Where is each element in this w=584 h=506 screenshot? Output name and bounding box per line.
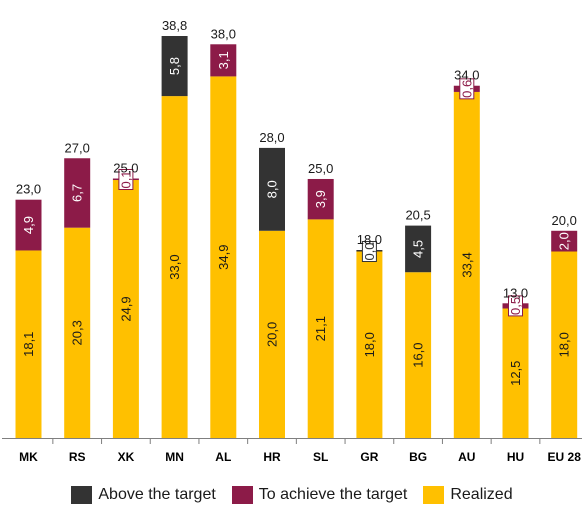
- bar-segment-realized: [210, 76, 237, 438]
- segment-value-label: 18,1: [21, 332, 36, 357]
- category-label: HR: [263, 450, 281, 464]
- segment-label-box: [118, 168, 134, 190]
- segment-value-label: 24,9: [118, 296, 133, 321]
- segment-label-box: [459, 78, 475, 100]
- bar-segment-realized: [502, 308, 529, 438]
- segment-value-label: 20,3: [70, 320, 85, 345]
- category-label: AL: [215, 450, 231, 464]
- bar-segment-realized: [112, 180, 139, 439]
- bar-total-label: 25,0: [308, 161, 333, 176]
- segment-value-label: 18,0: [362, 332, 377, 357]
- segment-value-label: 0,1: [118, 170, 133, 188]
- bar-segment-realized: [405, 272, 432, 438]
- legend-label-above: Above the target: [98, 486, 216, 503]
- segment-value-label: 0,0: [362, 242, 377, 260]
- segment-label-box: [508, 295, 523, 317]
- bar-total-label: 20,0: [552, 213, 577, 228]
- category-label: SL: [313, 450, 328, 464]
- bar-segment-realized: [161, 96, 188, 439]
- bar-total-label: 38,0: [211, 26, 236, 41]
- segment-value-label: 3,1: [216, 51, 231, 69]
- segment-value-label: 4,9: [21, 216, 36, 234]
- segment-value-label: 20,0: [265, 322, 280, 347]
- segment-value-label: 8,0: [265, 180, 280, 198]
- segment-value-label: 16,0: [411, 342, 426, 367]
- category-label: MN: [165, 450, 184, 464]
- bar-segment-achieve: [551, 230, 578, 252]
- bar-total-label: 27,0: [65, 140, 90, 155]
- bar-segment-above: [259, 147, 285, 231]
- legend-item-above: Above the target: [71, 486, 216, 504]
- bar-segment-achieve: [210, 44, 237, 77]
- bar-segment-realized: [453, 91, 480, 438]
- segment-value-label: 6,7: [70, 184, 85, 202]
- bar-total-label: 13,0: [503, 285, 528, 300]
- bar-segment-realized: [307, 219, 334, 438]
- category-label: EU 28: [548, 450, 582, 464]
- bar-segment-realized: [259, 230, 285, 438]
- bar-total-label: 23,0: [16, 182, 41, 197]
- legend-swatch-above: [71, 486, 93, 504]
- segment-value-label: 33,0: [167, 254, 182, 279]
- stacked-bar-chart: 18,14,923,020,36,727,024,90,125,033,05,8…: [2, 18, 582, 464]
- category-label: XK: [118, 450, 135, 464]
- bar-total-label: 34,0: [454, 68, 479, 83]
- bar-total-label: 20,5: [405, 208, 430, 223]
- bar-total-label: 25,0: [113, 161, 138, 176]
- bar-segment-achieve: [15, 199, 42, 251]
- segment-value-label: 4,5: [411, 240, 426, 258]
- bar-total-label: 18,0: [357, 232, 382, 247]
- bar-segment-realized: [551, 251, 578, 438]
- segment-value-label: 33,4: [459, 252, 474, 277]
- segment-value-label: 18,0: [557, 332, 572, 357]
- legend-item-achieve: To achieve the target: [231, 486, 408, 504]
- legend-swatch-realized: [423, 486, 445, 504]
- legend-label-realized: Realized: [450, 486, 513, 503]
- bar-total-label: 28,0: [259, 130, 284, 145]
- category-label: HU: [507, 450, 524, 464]
- segment-value-label: 12,5: [508, 361, 523, 386]
- bar-segment-above: [405, 225, 432, 273]
- segment-value-label: 0,5: [508, 297, 523, 315]
- legend-swatch-achieve: [231, 486, 253, 504]
- segment-label-box: [361, 241, 377, 263]
- bar-segment-achieve: [307, 178, 334, 220]
- chart-legend: Above the target To achieve the target R…: [0, 484, 584, 506]
- bar-segment-realized: [15, 250, 42, 438]
- bar-segment-realized: [64, 227, 91, 438]
- category-label: MK: [19, 450, 38, 464]
- bar-total-label: 38,8: [162, 18, 187, 33]
- bar-segment-achieve: [64, 158, 91, 228]
- segment-value-label: 3,9: [313, 190, 328, 208]
- category-label: AU: [458, 450, 475, 464]
- category-label: GR: [360, 450, 378, 464]
- segment-value-label: 34,9: [216, 245, 231, 270]
- segment-value-label: 21,1: [313, 316, 328, 341]
- legend-label-achieve: To achieve the target: [258, 486, 408, 503]
- bar-segment-realized: [356, 251, 383, 438]
- bar-segment-above: [161, 36, 188, 97]
- category-label: RS: [69, 450, 86, 464]
- legend-item-realized: Realized: [423, 486, 513, 504]
- segment-value-label: 5,8: [167, 57, 182, 75]
- category-label: BG: [409, 450, 427, 464]
- segment-value-label: 2,0: [557, 232, 572, 250]
- segment-value-label: 0,6: [459, 80, 474, 98]
